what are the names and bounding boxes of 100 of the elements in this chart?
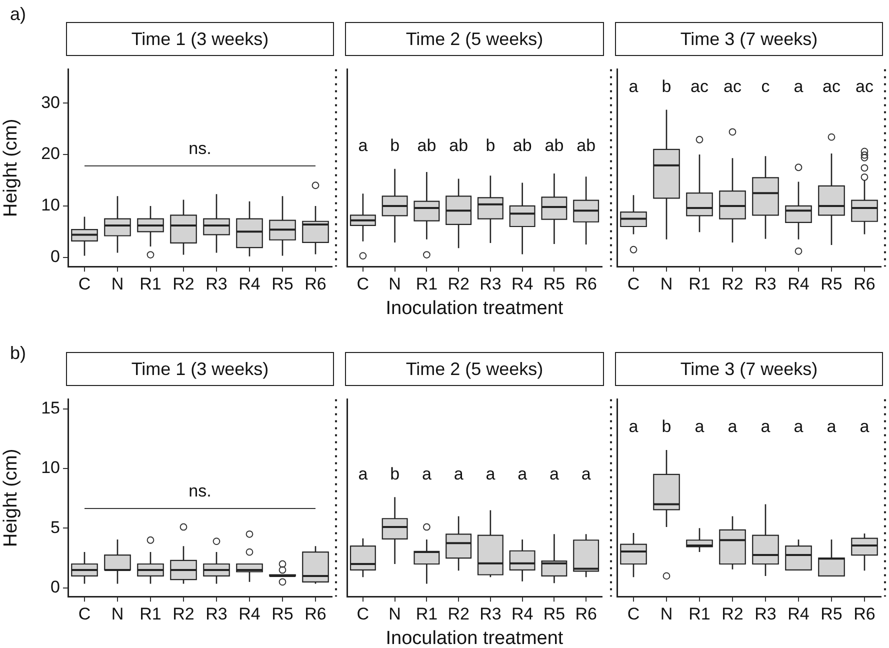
annotation: a <box>628 77 639 96</box>
x-tick-label: R2 <box>448 274 470 294</box>
annotation: a <box>794 417 804 436</box>
annotation: b <box>390 464 400 484</box>
x-tick-label: N <box>111 274 124 294</box>
ref-line-label: ns. <box>188 482 212 501</box>
x-tick-label: R4 <box>788 274 810 294</box>
text: a) <box>10 4 26 25</box>
annotation: a <box>581 464 592 484</box>
x-tick-label: R1 <box>688 604 710 624</box>
x-tick-label: N <box>660 274 673 294</box>
annotation: ac <box>856 77 874 96</box>
x-tick-label: R3 <box>480 604 502 624</box>
ref-line-label: ns. <box>188 139 212 158</box>
y-tick-label: 20 <box>41 144 60 164</box>
x-tick-label: R5 <box>820 274 842 294</box>
annotation: ac <box>690 77 709 96</box>
x-axis-title: Inoculation treatment <box>384 298 564 320</box>
chart-title: Time 3 (7 weeks) <box>615 22 883 56</box>
annotation: a <box>860 417 870 436</box>
x-tick-label: C <box>627 604 640 624</box>
x-tick-label: R1 <box>140 274 162 294</box>
x-tick-label: R2 <box>722 604 744 624</box>
annotation: ab <box>512 136 532 156</box>
x-tick-label: C <box>356 274 370 294</box>
annotation: a <box>358 464 368 484</box>
x-tick-label: C <box>78 604 91 624</box>
chart-title: Time 2 (5 weeks) <box>345 22 604 56</box>
x-tick-label: R5 <box>543 274 566 294</box>
x-tick-label: R1 <box>140 604 162 624</box>
annotation: b <box>390 136 400 156</box>
chart-title: Time 1 (3 weeks) <box>66 352 334 386</box>
annotation: a <box>422 464 432 484</box>
x-tick-label: N <box>111 604 124 624</box>
x-tick-label: R5 <box>543 604 566 624</box>
text: b) <box>10 343 26 364</box>
annotation: ac <box>724 77 742 96</box>
x-tick-label: R4 <box>511 604 534 624</box>
chart-title: Time 3 (7 weeks) <box>615 352 883 386</box>
x-tick-label: N <box>660 604 673 624</box>
annotation: b <box>486 136 496 156</box>
annotation: a <box>728 417 738 436</box>
x-tick-label: R6 <box>304 274 326 294</box>
x-tick-label: C <box>627 274 640 294</box>
y-axis-title: Height (cm) <box>0 448 22 547</box>
x-tick-label: R3 <box>754 604 776 624</box>
annotation: b <box>662 417 672 436</box>
x-tick-label: R2 <box>172 604 194 624</box>
x-tick-label: R6 <box>854 274 876 294</box>
x-tick-label: R5 <box>272 274 294 294</box>
x-tick-label: R5 <box>272 604 294 624</box>
y-tick-label: 15 <box>41 398 60 418</box>
annotation: a <box>694 417 705 436</box>
annotation: b <box>662 77 672 96</box>
annotation: a <box>454 464 464 484</box>
annotation: ab <box>576 136 596 156</box>
x-tick-label: C <box>356 604 370 624</box>
x-tick-label: R2 <box>722 274 744 294</box>
annotation: ab <box>544 136 564 156</box>
y-tick-label: 5 <box>50 518 60 537</box>
annotation: ab <box>449 136 468 156</box>
x-tick-label: N <box>388 604 401 624</box>
x-tick-label: R3 <box>480 274 502 294</box>
annotation: a <box>826 417 837 436</box>
annotation: a <box>358 136 368 156</box>
annotation: a <box>628 417 639 436</box>
x-tick-label: R6 <box>854 604 876 624</box>
y-tick-label: 10 <box>41 458 60 478</box>
annotation: a <box>486 464 496 484</box>
x-tick-label: R3 <box>206 274 228 294</box>
annotation: ab <box>417 136 436 156</box>
annotation: a <box>794 77 804 96</box>
annotation: a <box>549 464 560 484</box>
chart-title: Time 2 (5 weeks) <box>345 352 604 386</box>
x-tick-label: R6 <box>304 604 326 624</box>
y-tick-label: 30 <box>41 92 60 112</box>
x-tick-label: N <box>388 274 401 294</box>
annotation: a <box>760 417 771 436</box>
x-tick-label: R4 <box>511 274 534 294</box>
x-tick-label: R5 <box>820 604 842 624</box>
y-axis-title: Height (cm) <box>0 118 22 217</box>
x-tick-label: R2 <box>448 604 470 624</box>
x-tick-label: R6 <box>575 274 597 294</box>
x-axis-title: Inoculation treatment <box>384 628 564 648</box>
annotation: c <box>761 77 770 96</box>
annotation: a <box>518 464 528 484</box>
y-tick-label: 10 <box>41 196 60 215</box>
x-tick-label: C <box>78 274 91 294</box>
x-tick-label: R1 <box>688 274 710 294</box>
x-tick-label: R1 <box>416 274 438 294</box>
x-tick-label: R3 <box>754 274 776 294</box>
x-tick-label: R4 <box>238 274 260 294</box>
x-tick-label: R6 <box>575 604 597 624</box>
x-tick-label: R3 <box>206 604 228 624</box>
chart-title: Time 1 (3 weeks) <box>66 22 334 56</box>
x-tick-label: R4 <box>238 604 260 624</box>
annotation: ac <box>822 77 841 96</box>
x-tick-label: R2 <box>172 274 194 294</box>
x-tick-label: R1 <box>416 604 438 624</box>
y-tick-label: 0 <box>50 578 60 597</box>
